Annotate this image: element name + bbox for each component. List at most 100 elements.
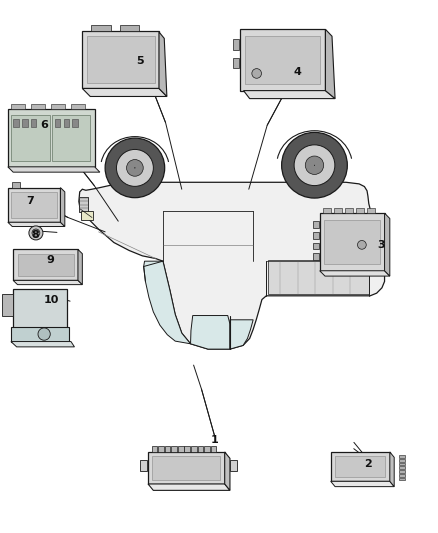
- Bar: [11, 115, 49, 161]
- Polygon shape: [144, 261, 191, 344]
- Bar: [399, 463, 405, 465]
- Bar: [13, 119, 19, 127]
- Bar: [55, 119, 60, 127]
- Bar: [87, 36, 155, 83]
- Bar: [79, 197, 88, 212]
- Bar: [399, 470, 405, 473]
- Bar: [233, 39, 239, 50]
- Bar: [198, 446, 203, 452]
- Text: 2: 2: [364, 459, 372, 469]
- Polygon shape: [8, 222, 65, 227]
- Bar: [11, 327, 69, 342]
- Bar: [356, 208, 364, 213]
- Circle shape: [305, 156, 324, 174]
- Bar: [313, 243, 319, 249]
- Bar: [323, 208, 331, 213]
- Polygon shape: [385, 213, 390, 276]
- Bar: [324, 220, 380, 264]
- Text: 4: 4: [294, 67, 302, 77]
- Polygon shape: [79, 182, 385, 349]
- Circle shape: [294, 145, 335, 185]
- Circle shape: [117, 149, 153, 187]
- Polygon shape: [191, 316, 230, 349]
- Polygon shape: [225, 452, 230, 490]
- Polygon shape: [78, 249, 82, 285]
- Bar: [81, 211, 93, 220]
- Bar: [335, 456, 385, 477]
- Bar: [82, 31, 159, 88]
- Circle shape: [32, 229, 40, 237]
- Polygon shape: [148, 484, 230, 490]
- Polygon shape: [390, 452, 394, 487]
- Circle shape: [105, 138, 165, 198]
- Bar: [52, 115, 90, 161]
- Circle shape: [282, 132, 347, 198]
- Bar: [230, 460, 237, 471]
- Polygon shape: [331, 481, 394, 487]
- Bar: [233, 58, 239, 68]
- Bar: [148, 452, 225, 484]
- Text: 5: 5: [136, 56, 144, 66]
- Bar: [191, 446, 197, 452]
- Text: 8: 8: [31, 230, 39, 239]
- Circle shape: [38, 328, 50, 340]
- Polygon shape: [2, 294, 13, 316]
- Circle shape: [252, 69, 261, 78]
- Circle shape: [127, 159, 143, 176]
- Bar: [184, 446, 190, 452]
- Bar: [120, 25, 139, 31]
- Bar: [13, 249, 78, 280]
- Bar: [72, 119, 78, 127]
- Bar: [240, 29, 325, 91]
- Text: 9: 9: [46, 255, 54, 265]
- Bar: [313, 253, 319, 260]
- Circle shape: [29, 226, 43, 240]
- Bar: [12, 182, 20, 188]
- Bar: [71, 104, 85, 109]
- Bar: [8, 188, 60, 222]
- Bar: [313, 221, 319, 228]
- Bar: [91, 25, 111, 31]
- Bar: [334, 208, 342, 213]
- Bar: [211, 446, 216, 452]
- Bar: [152, 456, 220, 480]
- Bar: [345, 208, 353, 213]
- Bar: [152, 446, 157, 452]
- Bar: [331, 452, 390, 481]
- Bar: [165, 446, 170, 452]
- Bar: [64, 119, 69, 127]
- Text: 10: 10: [44, 295, 60, 304]
- Text: 1: 1: [211, 435, 219, 445]
- Polygon shape: [159, 32, 167, 96]
- Bar: [158, 446, 164, 452]
- Bar: [204, 446, 210, 452]
- Bar: [399, 455, 405, 458]
- Polygon shape: [268, 260, 369, 294]
- Bar: [8, 109, 95, 167]
- Bar: [399, 474, 405, 477]
- Bar: [31, 119, 36, 127]
- Text: 3: 3: [377, 240, 385, 250]
- Polygon shape: [13, 280, 82, 285]
- Bar: [22, 119, 28, 127]
- Bar: [13, 289, 67, 333]
- Polygon shape: [230, 320, 253, 349]
- Circle shape: [357, 240, 366, 249]
- Bar: [178, 446, 184, 452]
- Polygon shape: [60, 188, 65, 227]
- Bar: [171, 446, 177, 452]
- Polygon shape: [325, 29, 335, 99]
- Bar: [11, 192, 57, 218]
- Polygon shape: [244, 91, 335, 99]
- Bar: [399, 478, 405, 480]
- Bar: [399, 459, 405, 462]
- Bar: [18, 254, 74, 276]
- Bar: [320, 213, 385, 271]
- Bar: [31, 104, 45, 109]
- Polygon shape: [11, 342, 74, 347]
- Bar: [11, 104, 25, 109]
- Polygon shape: [320, 271, 390, 276]
- Bar: [245, 36, 320, 84]
- Bar: [313, 232, 319, 239]
- Polygon shape: [8, 167, 100, 172]
